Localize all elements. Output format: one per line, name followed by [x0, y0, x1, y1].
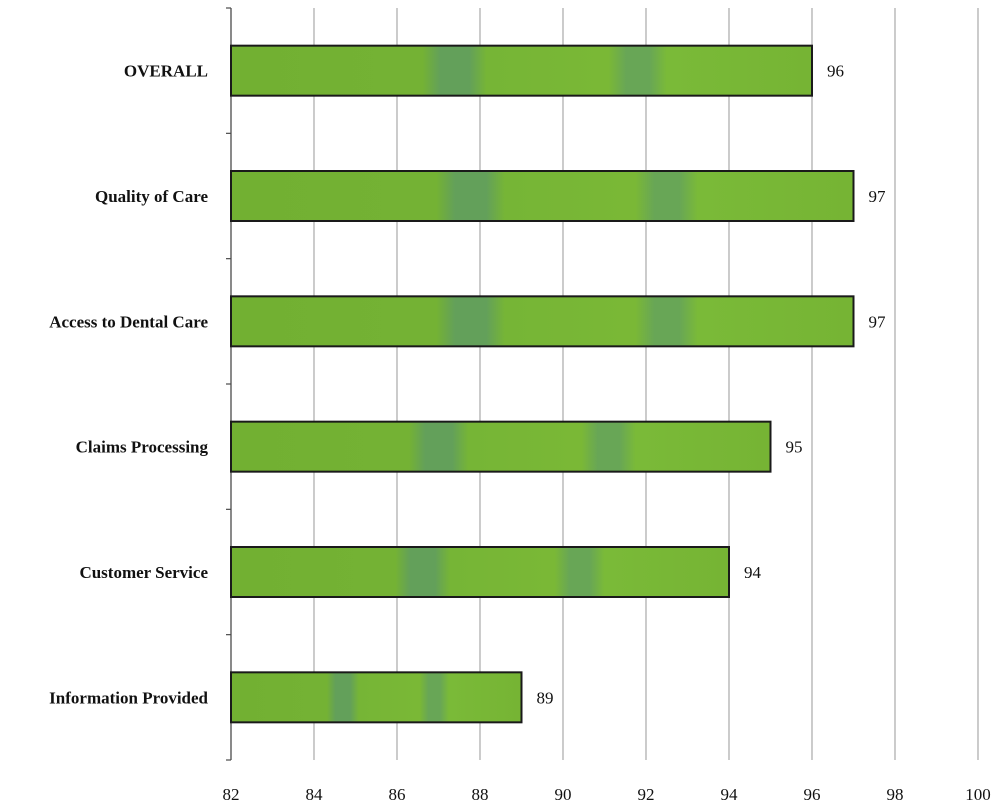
- data-label: 96: [827, 62, 844, 81]
- category-label: OVERALL: [124, 62, 208, 81]
- data-label: 97: [869, 312, 887, 331]
- x-tick-label: 92: [638, 785, 655, 804]
- data-label: 89: [537, 688, 554, 707]
- x-tick-label: 90: [555, 785, 572, 804]
- category-label: Information Provided: [49, 688, 208, 707]
- x-tick-label: 98: [887, 785, 904, 804]
- labels: 82 84 86 88 90 92 94 96 98 100 OVERALL 96 Quality of…: [49, 62, 991, 804]
- x-tick-label: 82: [223, 785, 240, 804]
- data-label: 97: [869, 187, 887, 206]
- gridlines: [313, 8, 979, 760]
- category-label: Quality of Care: [95, 187, 208, 206]
- bar-overall: [230, 44, 813, 97]
- bar-access-to-dental-care: [230, 295, 855, 348]
- data-label: 94: [744, 563, 762, 582]
- bar-information-provided: [230, 671, 523, 724]
- bar-customer-service: [230, 546, 730, 598]
- y-axis: [226, 7, 232, 761]
- data-label: 95: [786, 438, 803, 457]
- bar-claims-processing: [230, 420, 772, 473]
- x-tick-label: 94: [721, 785, 739, 804]
- x-tick-label: 96: [804, 785, 821, 804]
- x-tick-label: 88: [472, 785, 489, 804]
- bar-quality-of-care: [230, 170, 855, 222]
- x-tick-label: 86: [389, 785, 406, 804]
- bars: [230, 44, 855, 724]
- category-label: Claims Processing: [76, 438, 209, 457]
- category-label: Access to Dental Care: [49, 312, 208, 331]
- x-tick-label: 84: [306, 785, 324, 804]
- category-label: Customer Service: [79, 563, 208, 582]
- x-tick-label: 100: [965, 785, 991, 804]
